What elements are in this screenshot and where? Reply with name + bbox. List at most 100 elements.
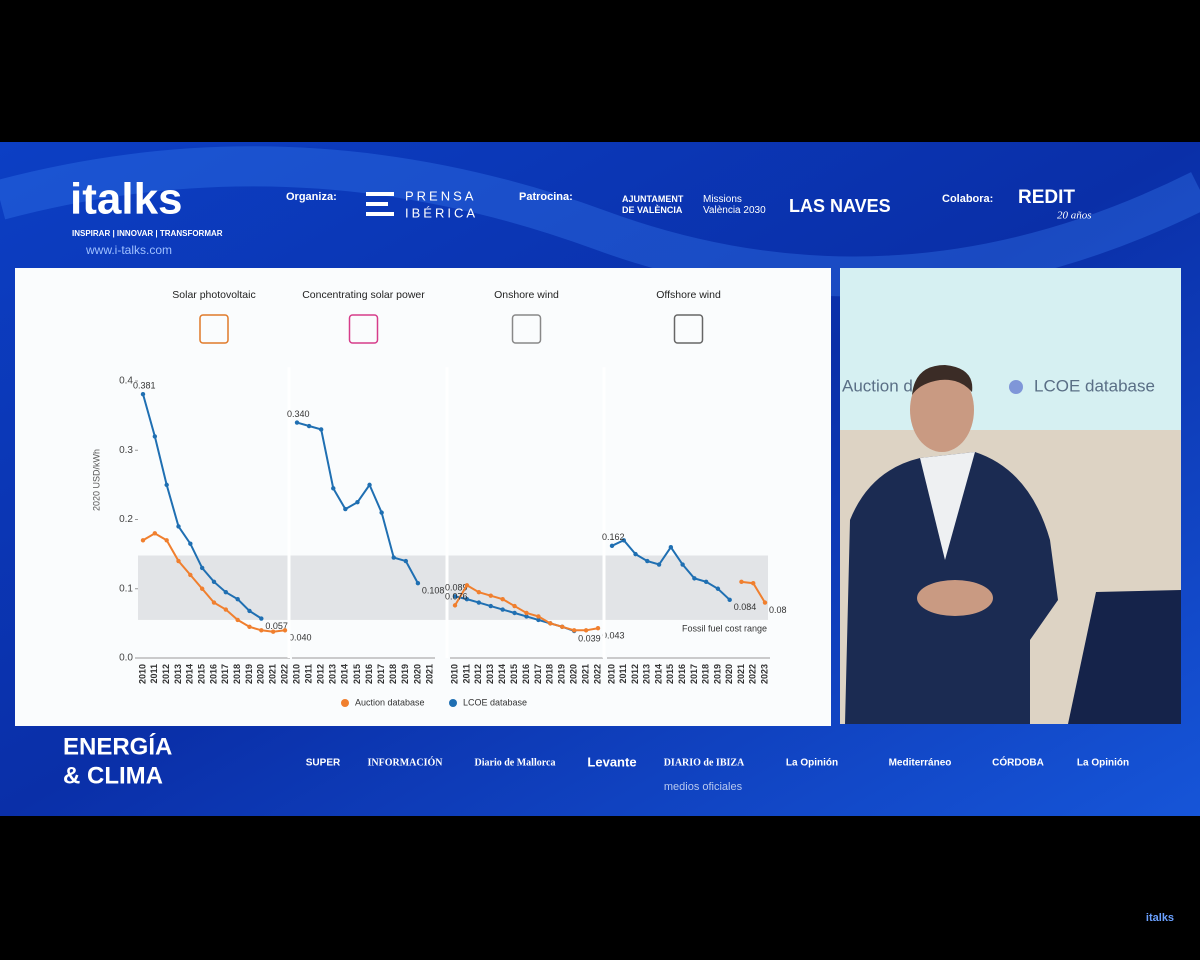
event: & CLIMA xyxy=(63,762,163,789)
media-logo: SUPER xyxy=(306,758,341,769)
media-logo: La Opinión xyxy=(1077,758,1129,769)
point xyxy=(762,600,768,605)
point xyxy=(379,510,384,515)
x-tick-label: 2015 xyxy=(352,664,362,684)
point xyxy=(560,624,565,630)
point xyxy=(164,538,169,543)
backdrop-text: Auction d xyxy=(842,376,913,395)
x-tick-label: 2018 xyxy=(701,664,711,684)
event: ENERGÍA xyxy=(63,732,172,760)
point xyxy=(176,558,181,564)
point xyxy=(633,551,638,557)
point xyxy=(609,543,615,549)
point xyxy=(500,607,505,612)
point xyxy=(355,499,360,505)
point xyxy=(223,607,229,612)
point xyxy=(367,482,372,488)
point xyxy=(247,608,252,614)
sponsor: AJUNTAMENT DE VALÈNCIA xyxy=(622,194,684,215)
point xyxy=(140,538,146,543)
x-tick-label: 2018 xyxy=(232,664,242,684)
point xyxy=(343,506,348,512)
collaborator-note: 20 años xyxy=(1057,210,1092,222)
point xyxy=(656,562,662,567)
point xyxy=(464,583,470,588)
sponsor-text: Missions València 2030 xyxy=(703,194,766,216)
point xyxy=(391,555,396,560)
sponsor: Missions València 2030 xyxy=(703,194,766,216)
backdrop-text: LCOE database xyxy=(1034,376,1155,395)
x-tick-label: 2017 xyxy=(533,664,543,684)
x-tick-label: 2017 xyxy=(220,664,230,684)
point xyxy=(235,617,240,623)
prensa-logo xyxy=(366,192,394,216)
point xyxy=(751,581,756,586)
point xyxy=(536,614,541,619)
panel-title: Solar photovoltaic xyxy=(172,289,255,301)
point xyxy=(500,596,505,602)
value-label: 0.08 xyxy=(769,605,787,615)
colabora-label: Colabora: xyxy=(942,193,993,205)
point xyxy=(235,596,240,602)
x-tick-label: 2023 xyxy=(759,664,769,684)
x-tick-label: 2012 xyxy=(316,664,326,684)
sponsor-text: AJUNTAMENT DE VALÈNCIA xyxy=(622,194,684,215)
value-label: 0.108 xyxy=(422,586,445,596)
point xyxy=(668,545,674,550)
fossil-range xyxy=(138,555,768,620)
value-label: 0.340 xyxy=(287,409,310,419)
x-tick-label: 2012 xyxy=(630,664,640,684)
x-tick-label: 2019 xyxy=(400,664,410,684)
point xyxy=(259,616,264,621)
point xyxy=(692,576,697,581)
panel-title: Offshore wind xyxy=(656,289,721,301)
panel-icon xyxy=(199,314,229,344)
fossil-range-label: Fossil fuel cost range xyxy=(682,623,767,633)
value-label: 0.089 xyxy=(445,583,468,593)
tagline: INSPIRAR | INNOVAR | TRANSFORMAR xyxy=(72,229,223,238)
x-tick-label: 2019 xyxy=(712,664,722,684)
x-tick-label: 2016 xyxy=(677,664,687,684)
point xyxy=(176,524,181,529)
value-label: 0.076 xyxy=(445,592,468,602)
organiza: PRENSA xyxy=(405,188,476,203)
sponsor: LAS NAVES xyxy=(789,196,891,216)
x-tick-label: 2011 xyxy=(461,664,471,684)
point xyxy=(318,427,324,432)
value-label: 0.039 xyxy=(578,633,601,643)
y-tick-label: 0.1 xyxy=(119,583,133,594)
legend-marker xyxy=(449,699,457,707)
speaker xyxy=(845,365,1058,724)
point xyxy=(739,579,744,585)
point xyxy=(211,579,217,585)
point xyxy=(199,565,205,571)
point xyxy=(247,624,252,630)
x-tick-label: 2011 xyxy=(149,664,159,684)
x-tick-label: 2015 xyxy=(509,664,519,684)
media-logo: CÓRDOBA xyxy=(992,756,1044,769)
point xyxy=(715,586,721,591)
point xyxy=(680,562,685,567)
point xyxy=(571,628,577,633)
y-tick-label: 0.3 xyxy=(119,445,133,456)
x-tick-label: 2016 xyxy=(208,664,218,684)
point xyxy=(152,531,158,536)
point xyxy=(548,621,553,626)
x-tick-label: 2014 xyxy=(340,664,350,684)
organiza-label: Organiza: xyxy=(286,191,337,203)
x-tick-label: 2022 xyxy=(748,664,758,684)
collaborator: REDIT xyxy=(1018,187,1075,208)
wave xyxy=(0,146,1200,297)
media-logo: Mediterráneo xyxy=(889,758,952,769)
x-tick-label: 2021 xyxy=(424,664,434,684)
point xyxy=(294,420,300,425)
point xyxy=(452,603,458,608)
point xyxy=(188,541,193,546)
legend-label: Auction database xyxy=(355,697,425,707)
x-tick-label: 2014 xyxy=(653,664,663,684)
value-label: 0.040 xyxy=(289,633,312,643)
media-label: medios oficiales xyxy=(664,781,743,793)
point xyxy=(524,614,529,619)
